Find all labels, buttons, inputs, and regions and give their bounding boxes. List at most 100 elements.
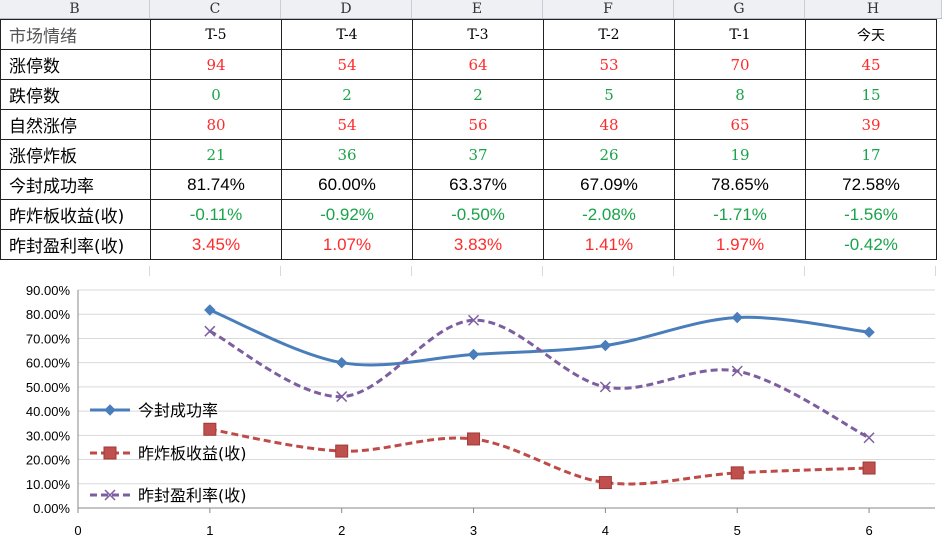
data-point-square — [203, 422, 217, 436]
value-cell[interactable]: 37 — [412, 139, 544, 170]
value-cell[interactable]: -1.56% — [805, 199, 937, 230]
row-label[interactable]: 涨停炸板 — [0, 139, 151, 170]
column-header-f[interactable]: F — [543, 0, 674, 18]
table-row: 跌停数 0 2 2 5 8 15 — [0, 79, 937, 110]
value-cell[interactable]: 21 — [150, 139, 282, 170]
period-header-cell[interactable]: T-3 — [412, 19, 544, 50]
y-tick-label: 20.00% — [26, 453, 71, 468]
row-label[interactable]: 昨炸板收益(收) — [0, 199, 151, 230]
value-cell[interactable]: 60.00% — [281, 169, 413, 200]
value-cell[interactable]: -1.71% — [674, 199, 806, 230]
value-cell[interactable]: 65 — [674, 109, 806, 140]
legend-label: 今封成功率 — [138, 401, 218, 420]
gridline — [673, 266, 674, 276]
table-row: 涨停炸板 21 36 37 26 19 17 — [0, 139, 937, 170]
legend-marker — [103, 446, 117, 460]
value-cell[interactable]: -0.11% — [150, 199, 282, 230]
value-cell[interactable]: 1.97% — [674, 229, 806, 260]
column-header-b[interactable]: B — [0, 0, 150, 18]
data-point-x — [863, 432, 875, 444]
x-tick-label: 2 — [338, 523, 345, 538]
value-cell[interactable]: 45 — [805, 49, 937, 80]
value-cell[interactable]: 5 — [543, 79, 675, 110]
column-header-c[interactable]: C — [150, 0, 281, 18]
value-cell[interactable]: -0.50% — [412, 199, 544, 230]
period-header-cell[interactable]: T-1 — [674, 19, 806, 50]
value-cell[interactable]: 0 — [150, 79, 282, 110]
value-cell[interactable]: 81.74% — [150, 169, 282, 200]
data-point-square — [862, 461, 876, 475]
column-header-g[interactable]: G — [674, 0, 805, 18]
y-tick-label: 30.00% — [26, 428, 71, 443]
value-cell[interactable]: 1.07% — [281, 229, 413, 260]
value-cell[interactable]: 67.09% — [543, 169, 675, 200]
value-cell[interactable]: 48 — [543, 109, 675, 140]
gridline — [935, 266, 936, 276]
table-header-row: 市场情绪 T-5 T-4 T-3 T-2 T-1 今天 — [0, 19, 937, 50]
table-row: 涨停数 94 54 64 53 70 45 — [0, 49, 937, 80]
column-header-h[interactable]: H — [805, 0, 942, 18]
row-label[interactable]: 市场情绪 — [0, 19, 151, 50]
period-header-cell[interactable]: T-2 — [543, 19, 675, 50]
value-cell[interactable]: 80 — [150, 109, 282, 140]
value-cell[interactable]: 8 — [674, 79, 806, 110]
value-cell[interactable]: 2 — [281, 79, 413, 110]
value-cell[interactable]: 54 — [281, 109, 413, 140]
value-cell[interactable]: -0.42% — [805, 229, 937, 260]
y-tick-label: 10.00% — [26, 477, 71, 492]
period-header-cell[interactable]: 今天 — [805, 19, 937, 50]
empty-row — [0, 266, 942, 276]
column-header-d[interactable]: D — [281, 0, 412, 18]
table-row: 今封成功率 81.74% 60.00% 63.37% 67.09% 78.65% 72.58… — [0, 169, 937, 200]
value-cell[interactable]: 64 — [412, 49, 544, 80]
gridline — [149, 266, 150, 276]
data-point-x — [336, 391, 348, 403]
value-cell[interactable]: 53 — [543, 49, 675, 80]
row-label[interactable]: 今封成功率 — [0, 169, 151, 200]
row-label[interactable]: 跌停数 — [0, 79, 151, 110]
legend-label: 昨炸板收益(收) — [138, 444, 247, 463]
data-point-diamond — [599, 339, 612, 352]
data-point-square — [730, 466, 744, 480]
x-tick-label: 4 — [602, 523, 609, 538]
data-point-square — [467, 432, 481, 446]
series-line-2 — [209, 427, 870, 486]
y-tick-label: 40.00% — [26, 404, 71, 419]
value-cell[interactable]: -0.92% — [281, 199, 413, 230]
y-tick-label: 50.00% — [26, 380, 71, 395]
table-row: 昨炸板收益(收) -0.11% -0.92% -0.50% -2.08% -1.71% -1… — [0, 199, 937, 230]
gridline — [280, 266, 281, 276]
legend-label: 昨封盈利率(收) — [138, 486, 247, 505]
value-cell[interactable]: 3.45% — [150, 229, 282, 260]
value-cell[interactable]: 78.65% — [674, 169, 806, 200]
value-cell[interactable]: 26 — [543, 139, 675, 170]
value-cell[interactable]: -2.08% — [543, 199, 675, 230]
value-cell[interactable]: 1.41% — [543, 229, 675, 260]
series-line-3 — [209, 318, 870, 440]
row-label[interactable]: 涨停数 — [0, 49, 151, 80]
value-cell[interactable]: 70 — [674, 49, 806, 80]
value-cell[interactable]: 56 — [412, 109, 544, 140]
value-cell[interactable]: 63.37% — [412, 169, 544, 200]
data-point-diamond — [335, 356, 348, 369]
value-cell[interactable]: 17 — [805, 139, 937, 170]
x-tick-label: 3 — [470, 523, 477, 538]
column-header-e[interactable]: E — [412, 0, 543, 18]
value-cell[interactable]: 72.58% — [805, 169, 937, 200]
data-point-diamond — [467, 348, 480, 361]
value-cell[interactable]: 94 — [150, 49, 282, 80]
row-label[interactable]: 昨封盈利率(收) — [0, 229, 151, 260]
table-row: 昨封盈利率(收) 3.45% 1.07% 3.83% 1.41% 1.97% -0.42% — [0, 229, 937, 260]
value-cell[interactable]: 54 — [281, 49, 413, 80]
value-cell[interactable]: 15 — [805, 79, 937, 110]
value-cell[interactable]: 3.83% — [412, 229, 544, 260]
value-cell[interactable]: 36 — [281, 139, 413, 170]
value-cell[interactable]: 19 — [674, 139, 806, 170]
period-header-cell[interactable]: T-5 — [150, 19, 282, 50]
row-label[interactable]: 自然涨停 — [0, 109, 151, 140]
y-tick-label: 90.00% — [26, 283, 71, 298]
value-cell[interactable]: 2 — [412, 79, 544, 110]
y-tick-label: 80.00% — [26, 307, 71, 322]
value-cell[interactable]: 39 — [805, 109, 937, 140]
period-header-cell[interactable]: T-4 — [281, 19, 413, 50]
